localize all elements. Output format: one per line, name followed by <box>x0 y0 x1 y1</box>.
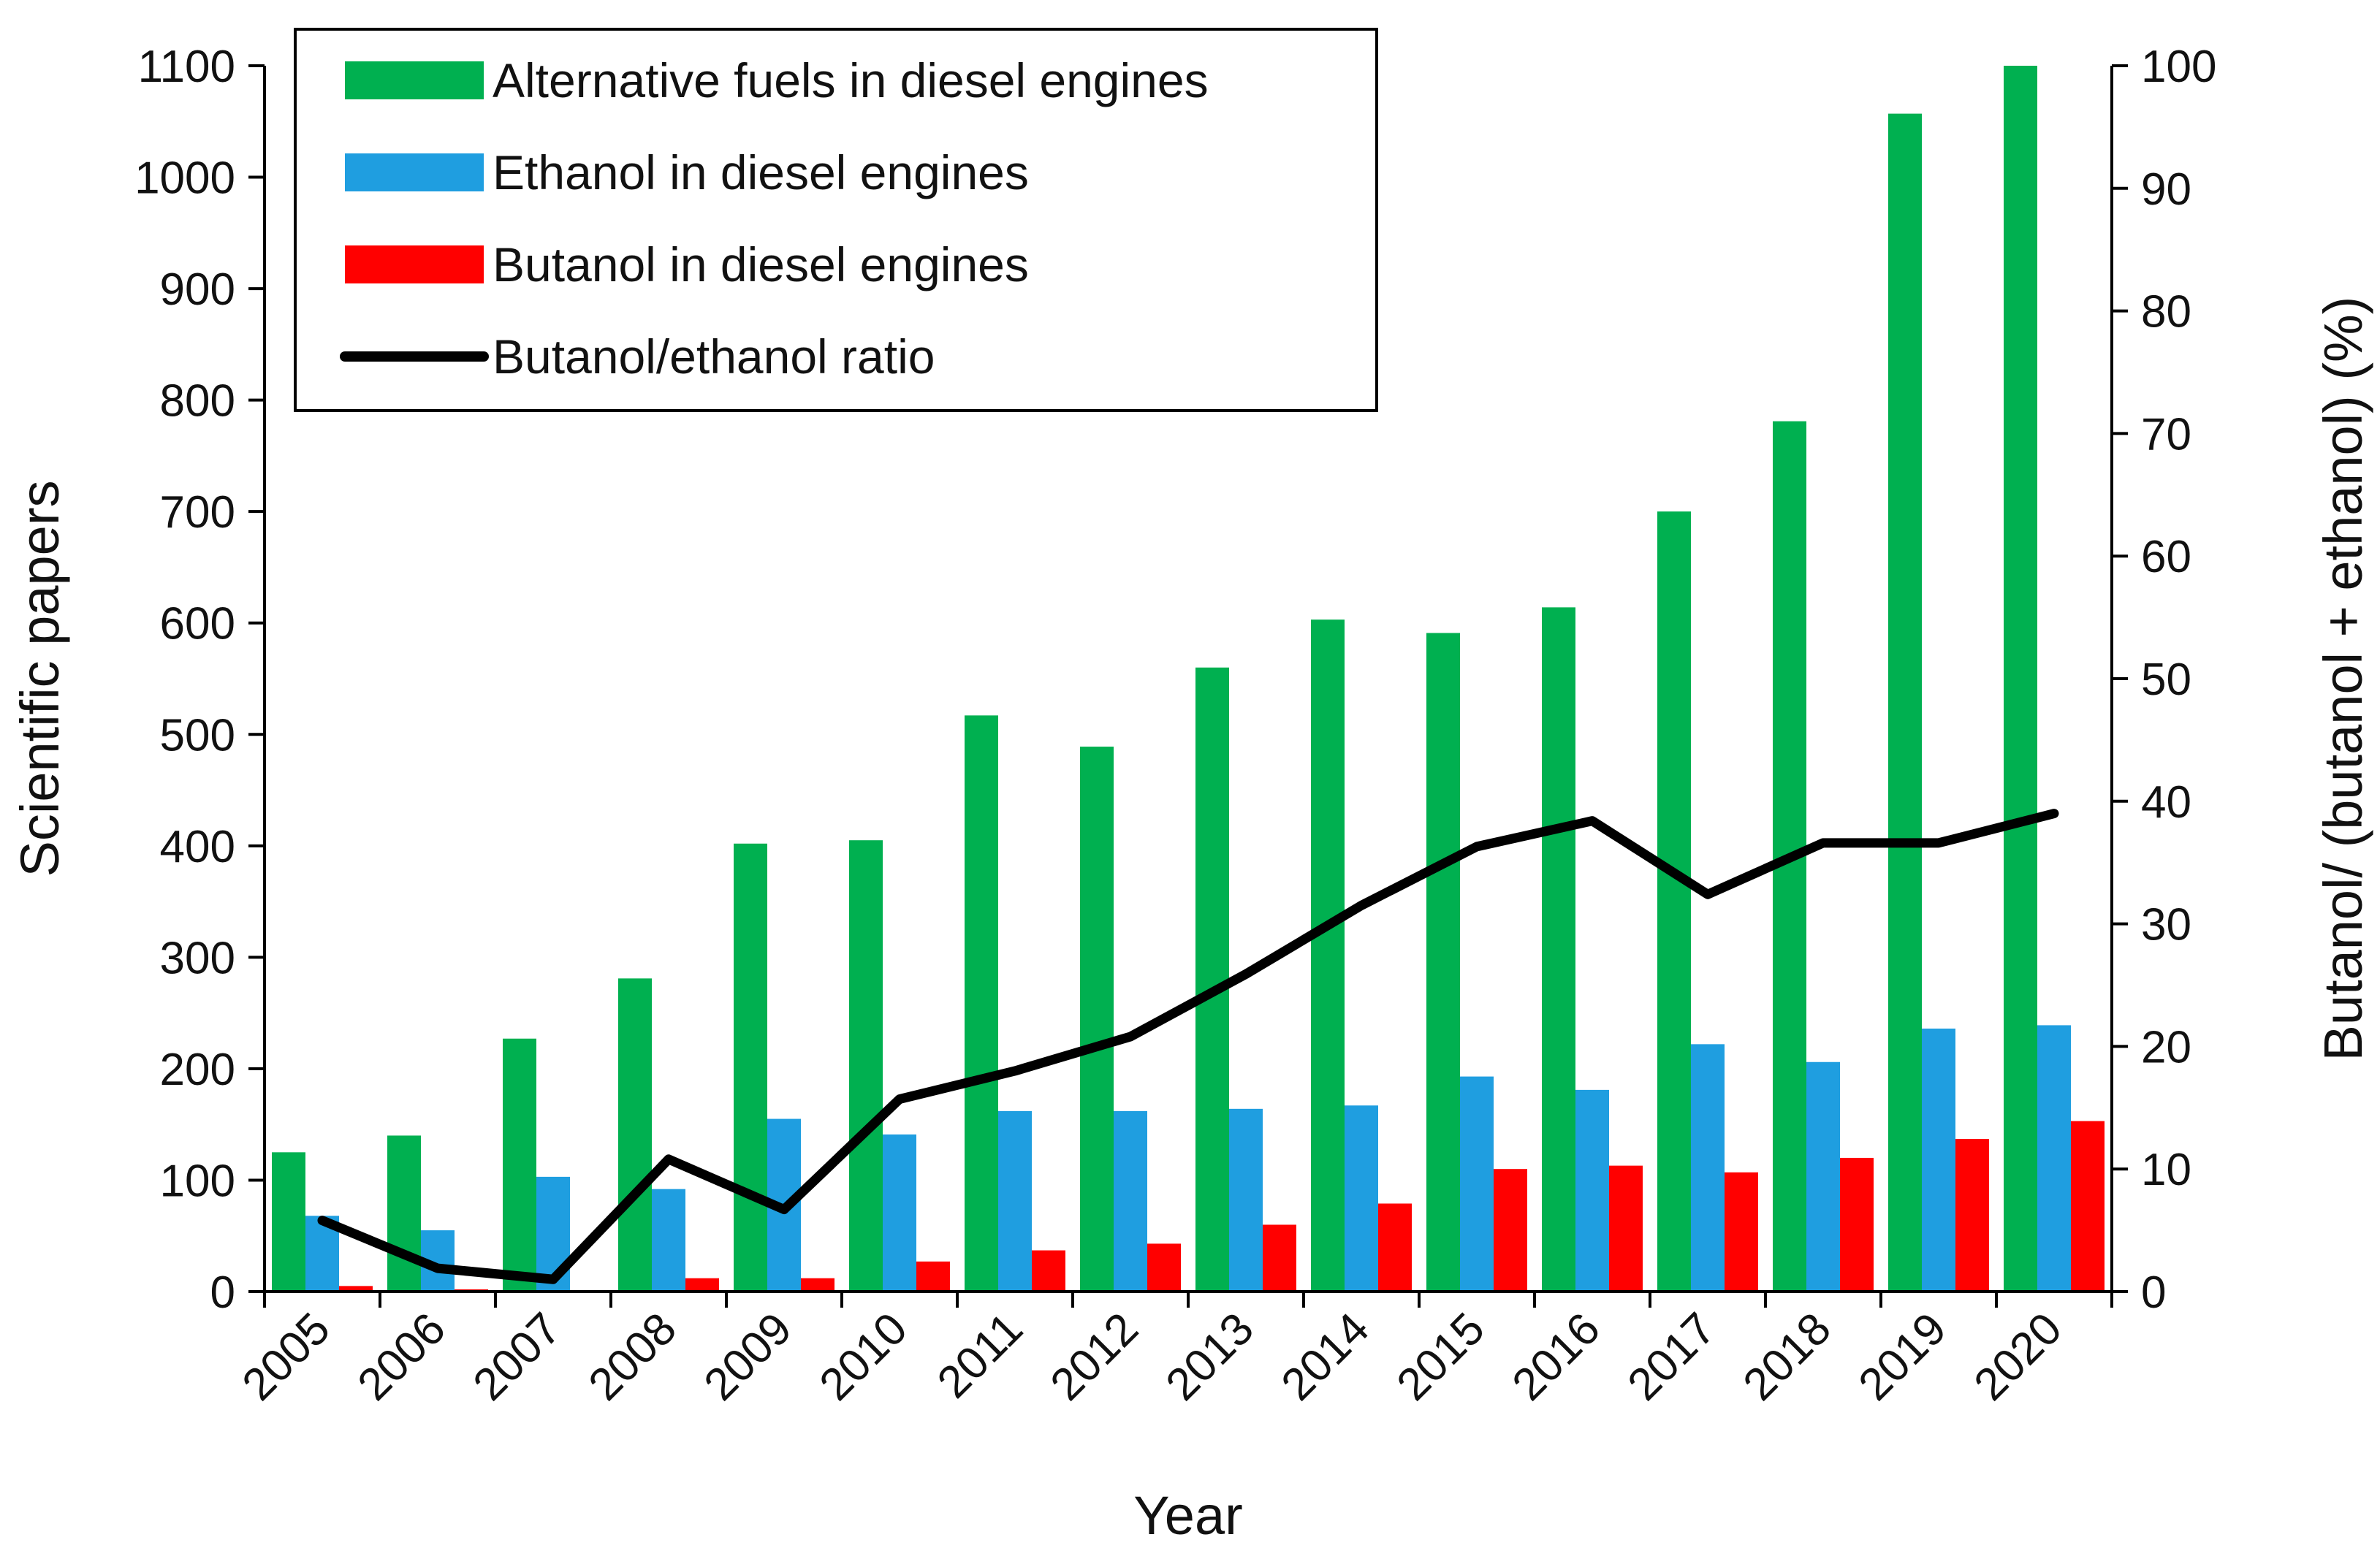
bar-alternative-2015 <box>1426 633 1460 1292</box>
y-tick-label-left-0: 0 <box>210 1267 235 1318</box>
bar-alternative-2012 <box>1080 747 1114 1292</box>
legend: Alternative fuels in diesel engines Ethan… <box>294 28 1378 412</box>
y-tick-label-right-60: 60 <box>2141 532 2191 582</box>
x-tick-label-2017: 2017 <box>1619 1303 1725 1410</box>
x-tick-label-2006: 2006 <box>349 1303 455 1410</box>
ratio-line-layer <box>317 809 2059 1284</box>
x-tick-label-2010: 2010 <box>810 1303 917 1410</box>
y-tick-label-right-70: 70 <box>2141 409 2191 460</box>
x-tick-label-2009: 2009 <box>695 1303 802 1410</box>
bar-alternative-2014 <box>1311 619 1345 1292</box>
bar-butanol-2008 <box>685 1278 719 1292</box>
x-axis-title: Year <box>1133 1485 1243 1546</box>
bar-butanol-2015 <box>1494 1169 1527 1292</box>
y-tick-label-right-20: 20 <box>2141 1022 2191 1072</box>
bar-alternative-2013 <box>1195 667 1229 1292</box>
legend-label-2: Butanol in diesel engines <box>493 237 1029 291</box>
bar-alternative-2007 <box>503 1038 536 1292</box>
bar-butanol-2013 <box>1263 1224 1296 1292</box>
legend-swatch-1 <box>345 153 484 191</box>
bar-ethanol-2014 <box>1345 1105 1378 1292</box>
bar-ethanol-2015 <box>1460 1076 1494 1292</box>
bar-butanol-2017 <box>1725 1172 1758 1292</box>
x-tick-label-2013: 2013 <box>1157 1303 1263 1410</box>
bar-ethanol-2012 <box>1114 1110 1147 1292</box>
bar-alternative-2016 <box>1542 607 1575 1292</box>
bar-ethanol-2018 <box>1806 1061 1840 1292</box>
x-tick-label-2005: 2005 <box>233 1303 340 1410</box>
bar-butanol-2018 <box>1840 1157 1874 1292</box>
bar-butanol-2005 <box>339 1286 373 1292</box>
bar-alternative-2009 <box>734 843 767 1292</box>
x-tick-label-2014: 2014 <box>1272 1303 1379 1410</box>
legend-label-0: Alternative fuels in diesel engines <box>493 53 1209 107</box>
y-tick-label-right-90: 90 <box>2141 164 2191 215</box>
bar-butanol-2011 <box>1032 1250 1065 1292</box>
y-tick-label-right-80: 80 <box>2141 287 2191 338</box>
bar-alternative-2020 <box>2004 66 2037 1292</box>
bars-layer <box>272 66 2105 1292</box>
x-tick-label-2008: 2008 <box>579 1303 686 1410</box>
y-tick-label-left-900: 900 <box>160 264 235 315</box>
bar-butanol-2020 <box>2071 1121 2105 1292</box>
y-tick-label-right-50: 50 <box>2141 655 2191 705</box>
bar-ethanol-2008 <box>652 1189 685 1292</box>
y-tick-label-right-100: 100 <box>2141 42 2216 92</box>
y-tick-label-left-500: 500 <box>160 710 235 760</box>
x-tick-label-2011: 2011 <box>928 1303 1033 1408</box>
y-tick-label-right-10: 10 <box>2141 1145 2191 1195</box>
bar-alternative-2006 <box>387 1135 421 1292</box>
x-tick-label-2015: 2015 <box>1388 1303 1494 1410</box>
bar-butanol-2010 <box>916 1261 950 1292</box>
y-tick-label-left-1100: 1100 <box>138 42 235 92</box>
y-axis-title-left: Scientific papers <box>9 481 70 877</box>
x-tick-label-2012: 2012 <box>1041 1303 1148 1410</box>
bar-ethanol-2016 <box>1575 1089 1609 1292</box>
bar-ethanol-2020 <box>2037 1025 2071 1292</box>
legend-swatch-0 <box>345 61 484 99</box>
axes-layer <box>248 64 2128 1308</box>
bar-butanol-2009 <box>801 1278 834 1292</box>
bar-butanol-2012 <box>1147 1243 1181 1292</box>
x-tick-label-2018: 2018 <box>1734 1303 1841 1410</box>
y-axis-title-right: Butanol/ (butanol + ethanol) (%) <box>2313 297 2373 1061</box>
bar-alternative-2011 <box>965 715 998 1292</box>
y-tick-label-left-600: 600 <box>160 599 235 649</box>
legend-swatch-2 <box>345 245 484 283</box>
y-tick-label-right-0: 0 <box>2141 1267 2166 1318</box>
x-tick-label-2007: 2007 <box>464 1303 571 1410</box>
bar-alternative-2017 <box>1657 511 1691 1292</box>
y-tick-label-left-400: 400 <box>160 822 235 872</box>
bar-butanol-2019 <box>1955 1139 1989 1292</box>
y-tick-label-left-300: 300 <box>160 933 235 983</box>
bar-alternative-2019 <box>1888 113 1922 1292</box>
bar-ethanol-2011 <box>998 1110 1032 1292</box>
bar-ethanol-2017 <box>1691 1044 1725 1292</box>
bar-ethanol-2019 <box>1922 1028 1955 1292</box>
x-tick-label-2016: 2016 <box>1503 1303 1610 1410</box>
y-tick-label-left-100: 100 <box>160 1156 235 1206</box>
legend-label-3: Butanol/ethanol ratio <box>493 329 935 384</box>
bar-alternative-2010 <box>849 840 883 1292</box>
bar-ethanol-2010 <box>883 1134 916 1292</box>
bar-ethanol-2013 <box>1229 1108 1263 1292</box>
legend-label-1: Ethanol in diesel engines <box>493 145 1029 199</box>
ratio-line <box>317 809 2059 1284</box>
y-tick-label-right-30: 30 <box>2141 900 2191 950</box>
bar-alternative-2008 <box>618 978 652 1292</box>
y-tick-label-right-40: 40 <box>2141 777 2191 828</box>
bar-butanol-2016 <box>1609 1165 1643 1292</box>
y-tick-label-left-700: 700 <box>160 487 235 538</box>
labels-layer: 0 100 200 300 400 500 600 700 800 900 1000 1100 0 10 2… <box>9 42 2373 1546</box>
x-tick-label-2019: 2019 <box>1849 1303 1956 1410</box>
x-tick-label-2020: 2020 <box>1965 1303 2072 1410</box>
y-tick-label-left-800: 800 <box>160 376 235 427</box>
bar-butanol-2014 <box>1378 1203 1412 1292</box>
y-tick-label-left-1000: 1000 <box>134 153 235 204</box>
y-tick-label-left-200: 200 <box>160 1045 235 1095</box>
bar-alternative-2005 <box>272 1152 305 1292</box>
